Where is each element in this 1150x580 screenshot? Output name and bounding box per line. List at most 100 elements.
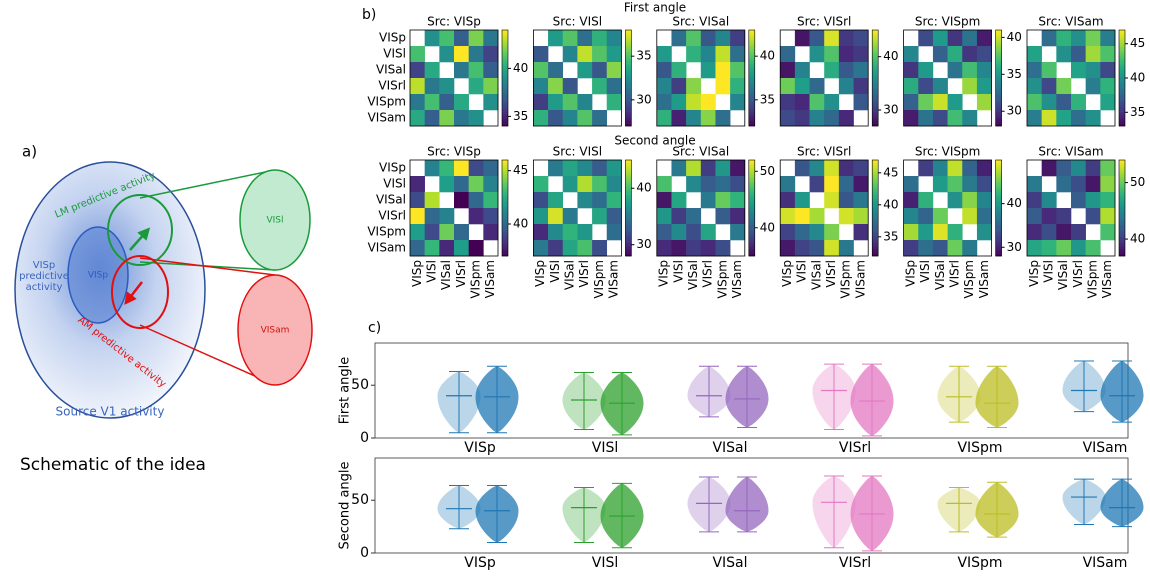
- colorbar-step: [625, 106, 632, 110]
- colorbar-step: [872, 174, 879, 178]
- heatmap-cell: [715, 160, 731, 177]
- heatmap-cell: [794, 94, 810, 111]
- colorbar-step: [1119, 172, 1125, 175]
- heatmap-cell: [671, 78, 687, 95]
- heatmap-cell: [1085, 240, 1101, 257]
- colorbar-step: [1119, 56, 1125, 60]
- colorbar-tick-label: 30: [1007, 240, 1022, 254]
- colorbar-step: [748, 236, 755, 240]
- colorbar-step: [872, 224, 879, 228]
- colorbar-step: [748, 97, 755, 100]
- colorbar-tick-label: 45: [1130, 36, 1145, 50]
- colorbar-step: [995, 253, 1002, 257]
- heatmap-cell: [824, 62, 840, 79]
- heatmap-cell: [1100, 192, 1116, 209]
- heatmap-cell: [1100, 78, 1116, 95]
- colorbar-step: [502, 118, 508, 122]
- colorbar-step: [1119, 160, 1125, 163]
- colorbar-step: [748, 179, 755, 182]
- heatmap-cell: [932, 160, 948, 177]
- colorbar-step: [625, 208, 632, 211]
- heatmap-cell: [548, 192, 564, 209]
- colorbar-frame: [748, 29, 756, 127]
- heatmap-cell: [932, 30, 948, 47]
- colorbar-step: [502, 121, 508, 124]
- colorbar-step: [1119, 114, 1125, 117]
- heatmap-cell: [656, 224, 672, 241]
- heatmap-frame: [779, 159, 869, 257]
- heatmap-cell: [548, 78, 564, 95]
- heatmap-cell: [606, 78, 622, 95]
- colorbar-step: [625, 75, 632, 79]
- heatmap-cell: [853, 62, 869, 79]
- colorbar-step: [1119, 85, 1125, 88]
- colorbar-step: [872, 123, 879, 127]
- heatmap-cell: [730, 160, 746, 177]
- colorbar-tick-label: 40: [1007, 196, 1022, 210]
- heatmap-cell: [410, 192, 425, 209]
- heatmap-cell: [548, 160, 564, 177]
- colorbar-step: [995, 222, 1002, 226]
- source-text: Source V1 activity: [56, 405, 165, 419]
- colorbar-step: [502, 200, 508, 204]
- colorbar-step: [502, 224, 508, 228]
- heatmap-cell: [410, 46, 425, 63]
- colorbar-step: [625, 203, 632, 206]
- colorbar-step: [995, 191, 1002, 194]
- schematic: a) LM predictive activity VISl VISam VIS…: [14, 143, 313, 475]
- heatmap-cell: [918, 94, 934, 111]
- heatmap-cell: [1100, 94, 1116, 111]
- colorbar-step: [502, 193, 508, 197]
- colorbar-step: [1119, 205, 1125, 209]
- colorbar-step: [1119, 232, 1125, 235]
- colorbar-step: [995, 73, 1002, 76]
- heatmap-cell: [809, 208, 825, 225]
- heatmap-cell: [947, 30, 963, 47]
- heatmap-cell: [656, 208, 672, 225]
- heatmap-cell: [1027, 110, 1042, 127]
- heatmap-cell: [1071, 30, 1086, 47]
- colorbar-step: [625, 70, 632, 74]
- colorbar-step: [748, 198, 755, 202]
- heatmap-cell: [715, 208, 731, 225]
- heatmap-cell: [562, 176, 578, 193]
- heatmap-cell: [976, 46, 992, 63]
- heatmap-cell: [1056, 160, 1072, 177]
- y-tick-label: 0: [360, 545, 369, 561]
- heatmap-cell: [838, 208, 854, 225]
- colorbar-step: [872, 90, 879, 93]
- y-tick-label: VISam: [368, 111, 406, 125]
- colorbar-step: [1119, 104, 1125, 108]
- colorbar-step: [625, 169, 632, 173]
- colorbar-step: [625, 44, 632, 48]
- colorbar-step: [1119, 109, 1125, 112]
- colorbar-step: [502, 186, 508, 190]
- heatmap-cell: [671, 224, 687, 241]
- heatmap-cell: [533, 192, 549, 209]
- heatmap-cell: [671, 62, 687, 79]
- colorbar-step: [872, 51, 879, 55]
- colorbar-step: [1119, 193, 1125, 197]
- heatmap-cell: [824, 176, 840, 193]
- heatmap-cell: [1100, 160, 1116, 177]
- colorbar-step: [995, 208, 1002, 211]
- colorbar-step: [748, 227, 755, 230]
- colorbar-step: [1119, 66, 1125, 69]
- heatmap: Src: VISpVISpVISlVISalVISrlVISpmVISamVIS…: [367, 145, 528, 299]
- heatmap-cell: [671, 30, 687, 47]
- heatmap-cell: [1027, 192, 1042, 209]
- heatmap-cell: [700, 110, 716, 127]
- heatmap-cell: [410, 240, 425, 257]
- colorbar-step: [625, 239, 632, 242]
- visam-text: VISam: [261, 326, 290, 336]
- colorbar-step: [748, 46, 755, 50]
- heatmap-cell: [853, 176, 869, 193]
- x-tick-label: VISp: [464, 440, 496, 456]
- heatmap-cell: [548, 62, 564, 79]
- colorbar-step: [872, 234, 879, 238]
- colorbar-tick-label: 50: [1130, 175, 1145, 189]
- colorbar-tick-label: 40: [760, 220, 775, 234]
- heatmap-cell: [483, 224, 499, 241]
- heatmap-cell: [962, 240, 978, 257]
- colorbar-step: [625, 97, 632, 100]
